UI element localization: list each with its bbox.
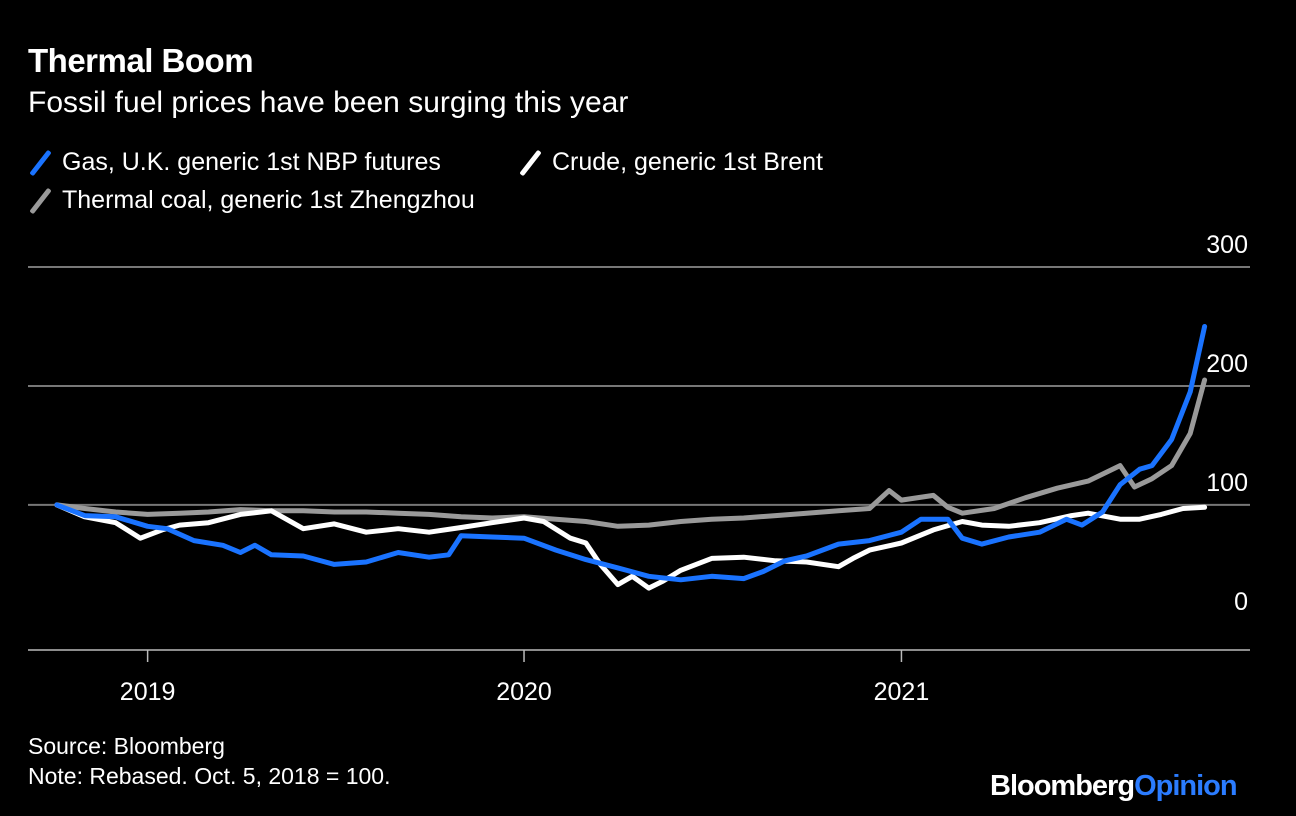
legend-item-gas: Gas, U.K. generic 1st NBP futures [34, 148, 441, 177]
y-tick-label-200: 200 [1206, 350, 1248, 378]
y-tick-label-100: 100 [1206, 469, 1248, 497]
y-tick-label-0: 0 [1234, 588, 1248, 616]
source-note: Source: Bloomberg [28, 733, 225, 759]
chart-subtitle: Fossil fuel prices have been surging thi… [28, 86, 629, 119]
series-line-0 [54, 324, 1208, 583]
logo-brand: Bloomberg [990, 770, 1135, 802]
legend-item-crude: Crude, generic 1st Brent [524, 148, 823, 177]
bloomberg-opinion-logo: BloombergOpinion [990, 770, 1238, 803]
logo-section: Opinion [1134, 770, 1238, 802]
legend-label-coal: Thermal coal, generic 1st Zhengzhou [62, 186, 475, 214]
rebase-note: Note: Rebased. Oct. 5, 2018 = 100. [28, 763, 391, 789]
y-tick-label-300: 300 [1206, 231, 1248, 259]
x-tick-label-2019: 2019 [120, 678, 176, 706]
series-line-1 [54, 502, 1208, 591]
x-tick-label-2020: 2020 [496, 678, 552, 706]
legend-label-gas: Gas, U.K. generic 1st NBP futures [62, 148, 441, 176]
legend-label-crude: Crude, generic 1st Brent [552, 148, 823, 176]
chart-title: Thermal Boom [28, 42, 254, 79]
legend-item-coal: Thermal coal, generic 1st Zhengzhou [34, 186, 475, 215]
x-tick-label-2021: 2021 [874, 678, 930, 706]
